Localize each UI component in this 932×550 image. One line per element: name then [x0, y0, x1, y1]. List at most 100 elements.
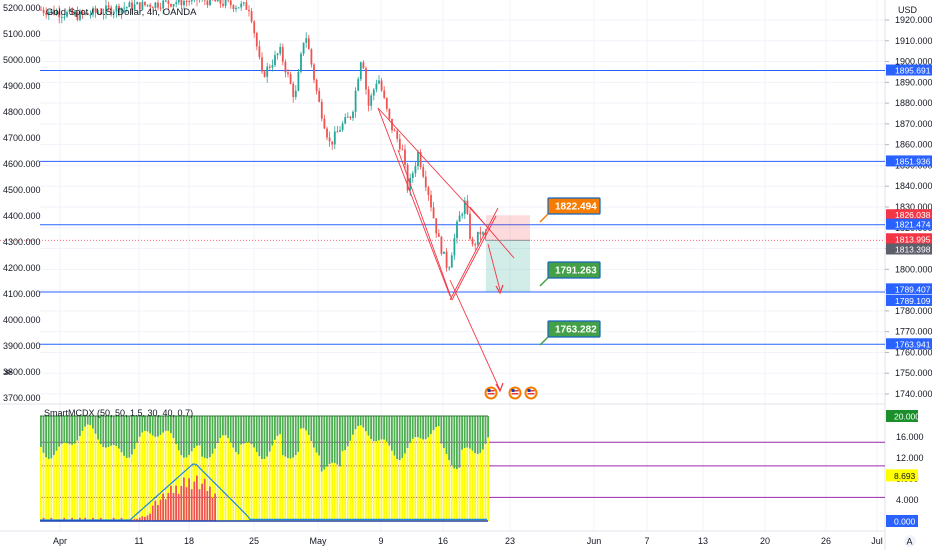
indicator-green-bar [427, 416, 430, 438]
candle-body [427, 187, 430, 195]
indicator-yellow-bar [336, 464, 339, 521]
price-tag[interactable]: 1813.995 [886, 233, 932, 245]
go-to-date-icon[interactable]: ≫ [3, 367, 12, 377]
trend-line[interactable] [377, 107, 491, 231]
indicator-tag[interactable]: 0.000 [886, 515, 918, 527]
stop-zone[interactable] [486, 215, 530, 241]
indicator-red-bar [188, 478, 190, 521]
indicator-red-bar [154, 500, 157, 521]
indicator-yellow-bar [302, 428, 305, 521]
short-position-tool[interactable] [486, 215, 530, 292]
left-axis-tick: 5100.000 [3, 29, 41, 39]
indicator-yellow-bar [162, 432, 164, 521]
candle-body [164, 0, 167, 2]
indicator-yellow-bar [266, 456, 268, 521]
price-tag[interactable]: 1826.038 [886, 209, 932, 221]
indicator-green-bar [435, 416, 437, 428]
indicator-name[interactable]: SmartMCDX (50, 50, 1.5, 30, 40, 0.7) [44, 408, 193, 418]
indicator-yellow-bar [227, 438, 229, 521]
candle-body [450, 255, 453, 268]
target-callouts[interactable]: 1822.494 1791.263 1763.282 [539, 197, 601, 346]
trend-drawings[interactable] [377, 107, 515, 393]
indicator-green-bar [219, 416, 222, 439]
indicator-yellow-bar [346, 446, 349, 521]
candle-body [206, 0, 209, 6]
indicator-yellow-bar [146, 431, 149, 521]
trend-line[interactable] [487, 243, 501, 291]
price-tag[interactable]: 1789.109 [886, 294, 932, 306]
trend-line[interactable] [377, 107, 451, 297]
symbol-title[interactable]: Gold Spot / U.S. Dollar, 4h, OANDA [46, 7, 197, 18]
right-axis-tick: 1880.000 [895, 98, 932, 108]
indicator-yellow-bar [466, 447, 469, 521]
indicator-yellow-bar [92, 428, 94, 521]
candle-body [258, 46, 261, 58]
indicator-yellow-bar [333, 463, 336, 521]
indicator-yellow-bar [112, 445, 115, 521]
indicator-red-bar [177, 493, 180, 521]
indicator-tag[interactable]: 8.693 [886, 469, 918, 482]
right-axis-tick: 1780.000 [895, 306, 932, 316]
price-tag[interactable]: 1851.936 [886, 155, 932, 167]
candle-body [417, 152, 419, 167]
right-axis-tick: 1910.000 [895, 36, 932, 46]
time-axis[interactable]: Apr 11 18 25 May 9 16 23 Jun 7 13 20 26 Jul [53, 536, 883, 546]
indicator-yellow-bar [281, 455, 284, 521]
indicator-green-bar [144, 416, 146, 431]
trend-line[interactable] [469, 206, 515, 259]
indicator-green-bar [138, 416, 141, 437]
us-flag-event-icon[interactable] [484, 386, 498, 400]
target-callout-mid[interactable]: 1791.263 [539, 261, 601, 287]
indicator-green-bar [216, 416, 219, 444]
indicator-tag[interactable]: 20.000 [886, 410, 920, 422]
symbol-header[interactable]: Gold Spot / U.S. Dollar, 4h, OANDA [46, 7, 197, 18]
us-flag-event-icon[interactable] [524, 386, 538, 400]
price-tag[interactable]: 1813.398 [886, 243, 932, 255]
candle-body [367, 89, 370, 106]
indicator-yellow-bar [240, 444, 242, 521]
indicator-green-bar [274, 416, 276, 440]
auto-scale-icon[interactable]: A [904, 535, 916, 547]
right-axis-tick: 1900.000 [895, 57, 932, 67]
target-callout-low[interactable]: 1763.282 [539, 320, 601, 346]
candle-body [359, 62, 362, 80]
price-tag[interactable]: 1763.941 [886, 338, 932, 350]
price-tag[interactable]: 1789.407 [886, 283, 932, 295]
trend-line[interactable] [397, 149, 453, 301]
indicator-green-bar [154, 416, 157, 437]
candle-body [219, 0, 222, 4]
candle-body [362, 62, 365, 69]
indicator-green-bar [55, 416, 58, 451]
right-axis-tick: 1830.000 [895, 202, 932, 212]
indicator-red-bar [164, 499, 167, 521]
indicator-green-bar [240, 416, 242, 445]
price-tag-value: 1826.038 [895, 210, 931, 220]
horizontal-levels[interactable] [40, 70, 885, 345]
currency-label[interactable]: USD [898, 5, 918, 15]
us-flag-event-icon[interactable] [508, 386, 522, 400]
indicator-yellow-bar [154, 436, 157, 521]
indicator-green-bar [463, 416, 466, 448]
indicator-green-bar [71, 416, 73, 445]
profit-zone[interactable] [486, 240, 530, 292]
trend-line[interactable] [449, 207, 499, 301]
candle-body [157, 2, 159, 8]
candle-body [268, 66, 271, 68]
price-tag[interactable]: 1821.474 [886, 218, 932, 230]
indicator-green-bar [396, 416, 398, 460]
economic-events[interactable] [484, 386, 538, 400]
right-price-axis[interactable]: 1920.000 1910.000 1900.000 1890.000 1880.000… [885, 15, 932, 527]
candle-body [281, 47, 284, 62]
target-callout-high[interactable]: 1822.494 [539, 197, 601, 223]
candle-body [422, 166, 425, 177]
price-tag[interactable]: 1895.691 [886, 64, 932, 76]
indicator-green-bar [487, 416, 489, 438]
trend-line[interactable] [451, 215, 497, 301]
indicator-green-bar [47, 416, 50, 460]
trend-line[interactable] [449, 279, 501, 391]
indicator-yellow-bar [105, 447, 107, 521]
indicator-green-bar [162, 416, 164, 433]
indicator-yellow-bar [144, 430, 146, 521]
indicator-yellow-bar [448, 460, 450, 521]
